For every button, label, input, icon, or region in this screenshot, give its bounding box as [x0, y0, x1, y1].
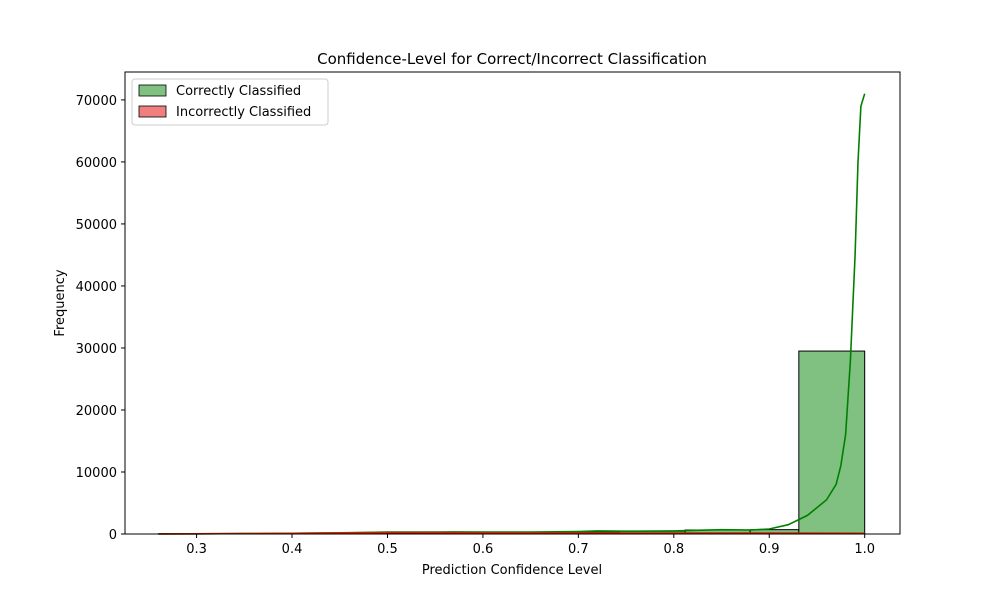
x-tick-label: 0.9 [759, 542, 780, 557]
y-tick-label: 20000 [76, 404, 117, 419]
y-axis: 0 10000 20000 30000 40000 50000 60000 70000 [76, 94, 125, 543]
y-tick-label: 10000 [76, 466, 117, 481]
x-tick-label: 0.3 [186, 542, 207, 557]
legend-label-incorrect: Incorrectly Classified [176, 105, 311, 120]
plot-area [157, 93, 866, 535]
x-tick-label: 0.8 [663, 542, 684, 557]
y-tick-label: 0 [109, 528, 117, 543]
legend-label-correct: Correctly Classified [176, 84, 301, 99]
bar-correct-10 [798, 350, 866, 535]
legend-swatch-correct [138, 84, 167, 97]
kde-line-incorrect [158, 531, 865, 535]
legend: Correctly Classified Incorrectly Classif… [131, 78, 329, 126]
x-axis: 0.3 0.4 0.5 0.6 0.7 0.8 0.9 1.0 [186, 534, 875, 557]
y-tick-label: 30000 [76, 342, 117, 357]
y-tick-label: 60000 [76, 156, 117, 171]
x-tick-label: 0.5 [377, 542, 398, 557]
x-tick-label: 0.7 [568, 542, 589, 557]
chart-title: Confidence-Level for Correct/Incorrect C… [317, 50, 707, 68]
x-axis-label: Prediction Confidence Level [422, 563, 602, 578]
y-tick-label: 40000 [76, 280, 117, 295]
kde-line-correct [158, 93, 866, 535]
y-tick-label: 50000 [76, 218, 117, 233]
x-tick-label: 0.4 [282, 542, 303, 557]
legend-box [131, 78, 329, 126]
y-tick-label: 70000 [76, 94, 117, 109]
x-tick-label: 1.0 [854, 542, 875, 557]
legend-swatch-incorrect [138, 105, 167, 118]
x-tick-label: 0.6 [473, 542, 494, 557]
plot-frame [124, 71, 901, 535]
y-axis-label: Frequency [53, 269, 68, 336]
